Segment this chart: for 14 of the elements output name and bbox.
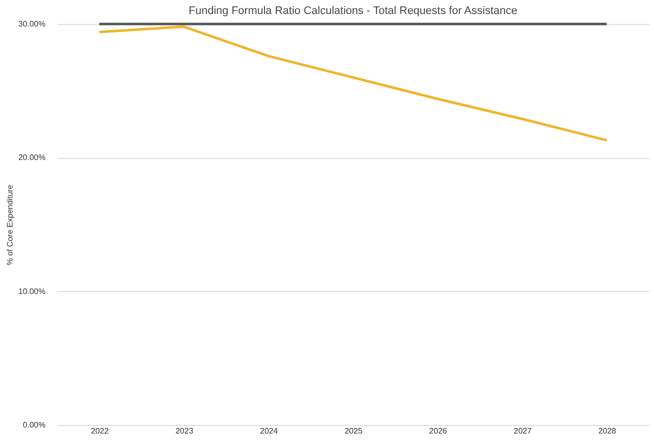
- x-tick-label: 2027: [514, 426, 532, 436]
- y-tick-label: 0.00%: [22, 420, 46, 430]
- y-axis-title: % of Core Expenditure: [5, 184, 14, 266]
- x-tick-label: 2028: [598, 426, 617, 436]
- y-tick-label: 20.00%: [18, 153, 46, 162]
- chart-title: Funding Formula Ratio Calculations - Total Requests for Assistance: [188, 5, 518, 17]
- x-tick-label: 2024: [260, 426, 278, 436]
- x-tick-label: 2026: [429, 426, 448, 436]
- y-tick-label: 30.00%: [18, 20, 46, 28]
- x-tick-label: 2023: [175, 426, 194, 436]
- x-tick-label: 2025: [344, 426, 363, 436]
- line-series: [98, 25, 608, 142]
- x-tick-label: 2022: [90, 426, 110, 436]
- y-tick-label: 10.00%: [18, 286, 46, 296]
